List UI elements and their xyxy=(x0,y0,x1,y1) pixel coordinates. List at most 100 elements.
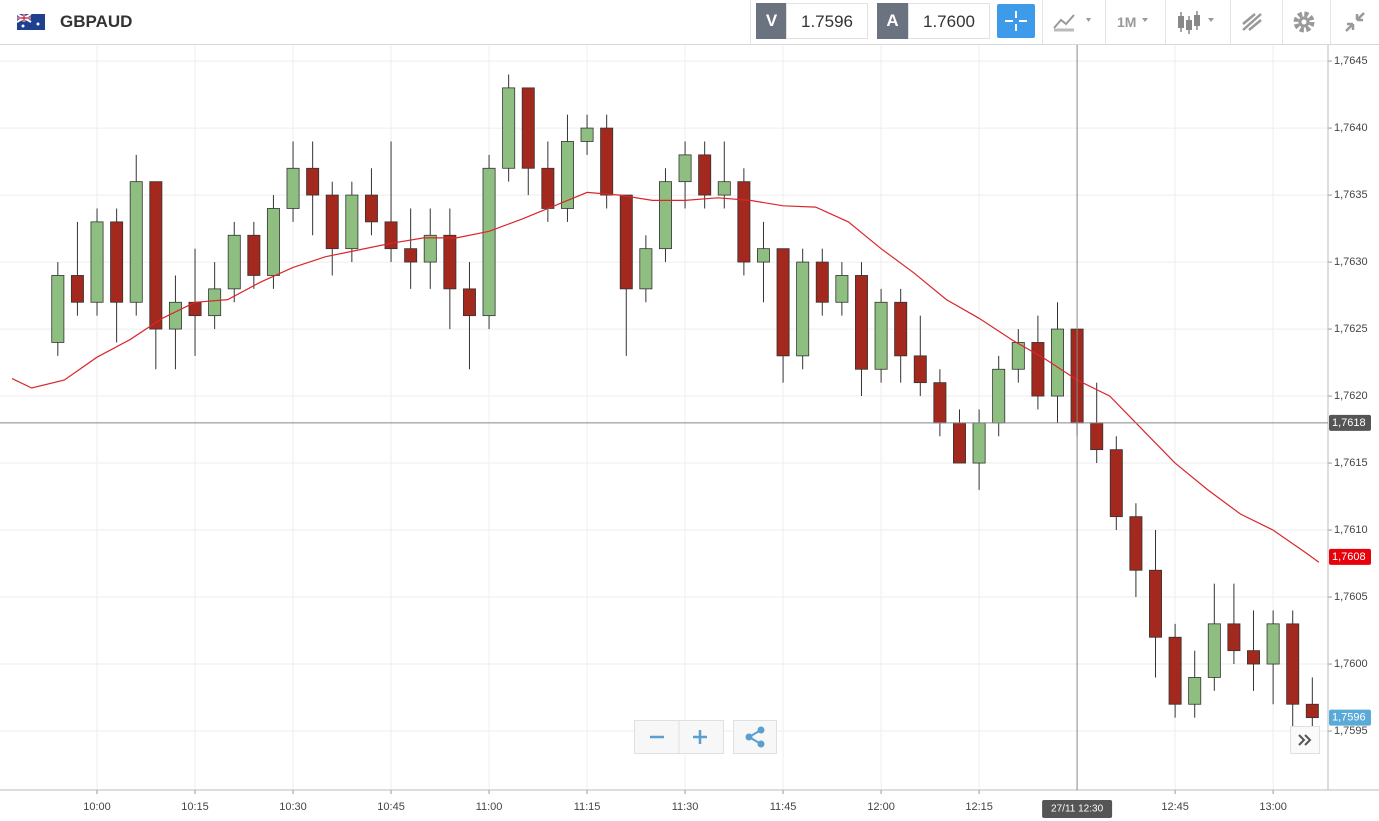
candle-body xyxy=(658,181,672,250)
separator xyxy=(1330,0,1331,44)
scroll-icon xyxy=(1298,734,1312,746)
candle-body xyxy=(639,248,653,290)
x-tick-label: 12:15 xyxy=(965,801,993,813)
candle-body xyxy=(1227,623,1241,652)
candle-body xyxy=(521,87,535,169)
candle-body xyxy=(1247,650,1260,665)
candle-body xyxy=(1168,636,1182,705)
candle-body xyxy=(51,275,65,343)
candle-body xyxy=(1031,342,1045,397)
share-button[interactable] xyxy=(733,720,777,754)
candle-body xyxy=(698,154,712,196)
interval-button[interactable]: 1M xyxy=(1117,14,1137,30)
candle-body xyxy=(972,422,986,464)
settings-button[interactable] xyxy=(1292,10,1316,34)
moving-average-line xyxy=(11,191,1320,563)
x-tick-label: 10:15 xyxy=(181,801,209,813)
candle-body xyxy=(1266,623,1280,665)
collapse-button[interactable] xyxy=(1343,10,1367,34)
separator xyxy=(1042,0,1043,44)
draw-button[interactable] xyxy=(1240,10,1266,34)
candle-body xyxy=(619,194,633,290)
candle-body xyxy=(1286,623,1300,705)
x-tick-label: 10:30 xyxy=(279,801,307,813)
share-icon xyxy=(745,726,765,748)
candle-body xyxy=(1207,623,1221,678)
candle-body xyxy=(345,194,359,250)
y-tick-label: 1,7600 xyxy=(1334,658,1368,670)
candle-body xyxy=(757,248,770,263)
candle-body xyxy=(90,221,104,303)
x-tick-label: 12:00 xyxy=(867,801,895,813)
candle-body xyxy=(1051,328,1064,397)
candle-body xyxy=(384,221,398,250)
ask-price[interactable]: 1.7600 xyxy=(908,3,990,39)
candle-body xyxy=(717,181,731,196)
x-tick-label: 11:30 xyxy=(672,801,699,813)
separator xyxy=(750,0,751,44)
candle-body xyxy=(1090,422,1104,451)
crosshair-price-label: 1,7618 xyxy=(1332,417,1366,429)
candle-body xyxy=(874,301,888,370)
separator xyxy=(1230,0,1231,44)
flag-icon xyxy=(17,14,45,30)
x-tick-label: 11:00 xyxy=(476,801,503,813)
y-tick-label: 1,7605 xyxy=(1334,591,1368,603)
crosshair-time-box xyxy=(1042,800,1113,818)
y-tick-label: 1,7595 xyxy=(1334,725,1368,737)
crosshair-time-label: 27/11 12:30 xyxy=(1051,804,1104,815)
crosshair-price-box xyxy=(1329,414,1371,431)
zoom-controls xyxy=(634,720,724,754)
candle-body xyxy=(933,382,947,424)
symbol: GBPAUD xyxy=(60,12,133,31)
candle-body xyxy=(913,355,927,384)
scroll-end-button[interactable] xyxy=(1290,726,1320,754)
candle-body xyxy=(1149,569,1162,638)
y-tick-label: 1,7640 xyxy=(1334,122,1368,134)
candle-body xyxy=(482,167,496,317)
price-marker xyxy=(1329,709,1371,726)
candle-body xyxy=(815,261,829,303)
chart: 1,7595 1,7600 1,7605 1,7610 1,7615 1,7620 1,76… xyxy=(0,45,1379,818)
crosshair-button[interactable] xyxy=(997,4,1035,38)
dropdown-arrow xyxy=(1142,18,1148,22)
candle-body xyxy=(894,301,908,357)
candle-body xyxy=(325,194,339,250)
toolbar: GBPAUD V 1.7596 A 1.7600 1M xyxy=(0,0,1379,45)
x-tick-label: 11:15 xyxy=(574,801,601,813)
candle-body xyxy=(462,288,476,317)
price-marker-label: 1,7608 xyxy=(1332,551,1366,563)
candle-body xyxy=(580,127,594,142)
candle-body xyxy=(541,167,555,209)
candle-body xyxy=(835,275,849,303)
y-tick-label: 1,7625 xyxy=(1334,323,1368,335)
bid-price[interactable]: 1.7596 xyxy=(786,3,868,39)
candle-body xyxy=(306,167,320,196)
candle-body xyxy=(227,234,241,290)
candle-body xyxy=(208,288,222,317)
y-tick-label: 1,7615 xyxy=(1334,457,1368,469)
candle-body xyxy=(678,154,692,183)
separator xyxy=(1282,0,1283,44)
candle-body xyxy=(168,301,182,330)
zoom-buttons[interactable] xyxy=(635,721,723,753)
candle-body xyxy=(110,221,124,303)
candle-type-button[interactable] xyxy=(1176,8,1222,36)
candle-body xyxy=(286,167,300,209)
candle-body xyxy=(600,127,614,196)
chart-type-button[interactable] xyxy=(1052,10,1098,34)
x-tick-label: 13:00 xyxy=(1259,801,1287,813)
candle-body xyxy=(953,422,966,464)
candle-body xyxy=(796,261,810,357)
candle-body xyxy=(247,234,261,276)
candle-body xyxy=(266,208,280,276)
candle-body xyxy=(1305,703,1319,719)
candle-body xyxy=(1011,342,1025,370)
separator xyxy=(1105,0,1106,44)
candle-body xyxy=(560,141,574,209)
y-tick-label: 1,7635 xyxy=(1334,189,1368,201)
candle-body xyxy=(404,248,418,263)
candle-body xyxy=(149,181,163,330)
candle-body xyxy=(776,248,790,357)
candle-body xyxy=(992,368,1006,424)
